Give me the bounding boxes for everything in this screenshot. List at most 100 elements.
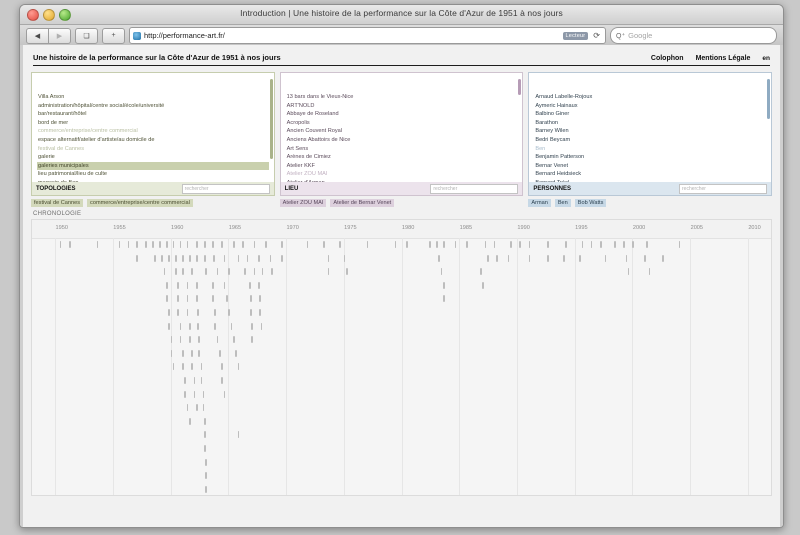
timeline-event-mark[interactable] [443, 295, 445, 303]
timeline-event-mark[interactable] [643, 254, 646, 262]
facet-search-input[interactable]: rechercher [181, 183, 270, 194]
timeline-event-mark[interactable] [186, 309, 189, 316]
timeline-event-mark[interactable] [179, 241, 182, 248]
timeline-event-mark[interactable] [197, 322, 199, 330]
facet-item[interactable]: Barathon [535, 119, 559, 126]
timeline-event-mark[interactable] [182, 349, 184, 357]
timeline-event-mark[interactable] [168, 309, 170, 316]
nav-link-mentions-legale[interactable]: Mentions Légale [695, 55, 751, 62]
timeline-event-mark[interactable] [253, 268, 256, 276]
timeline-event-mark[interactable] [613, 241, 616, 248]
timeline-event-mark[interactable] [221, 377, 223, 384]
timeline-event-mark[interactable] [189, 322, 191, 330]
timeline-event-mark[interactable] [678, 241, 681, 248]
timeline-event-mark[interactable] [223, 390, 226, 398]
timeline-event-mark[interactable] [246, 254, 249, 262]
timeline-plot[interactable] [32, 238, 771, 495]
timeline-event-mark[interactable] [204, 417, 206, 425]
facet-item[interactable]: espace alternatif/atelier d'artiste/au d… [38, 136, 155, 143]
timeline-event-mark[interactable] [519, 241, 521, 248]
timeline-event-mark[interactable] [177, 281, 180, 289]
timeline-event-mark[interactable] [175, 268, 177, 276]
timeline-event-mark[interactable] [135, 241, 138, 248]
zoom-window-button[interactable] [59, 9, 71, 21]
facet-item[interactable]: Abbaye de Roseland [286, 111, 339, 118]
timeline-event-mark[interactable] [251, 322, 253, 330]
timeline-event-mark[interactable] [213, 254, 215, 262]
timeline-event-mark[interactable] [172, 363, 175, 371]
filter-tag[interactable]: commerce/entreprise/centre commercial [87, 199, 193, 207]
timeline-event-mark[interactable] [205, 458, 207, 466]
facet-search-input[interactable]: rechercher [430, 183, 519, 194]
timeline-event-mark[interactable] [216, 336, 219, 344]
timeline-event-mark[interactable] [179, 322, 182, 330]
facet-item[interactable]: bord de mer [38, 119, 69, 126]
timeline-event-mark[interactable] [443, 281, 445, 289]
reader-button[interactable]: Lecteur [562, 31, 589, 40]
facet-item[interactable]: administration/hôpital/centre social/éco… [38, 102, 165, 109]
timeline-event-mark[interactable] [600, 241, 602, 248]
timeline-event-mark[interactable] [480, 268, 482, 276]
timeline-event-mark[interactable] [198, 336, 200, 344]
timeline-event-mark[interactable] [154, 254, 156, 262]
timeline-event-mark[interactable] [177, 309, 180, 316]
timeline-event-mark[interactable] [191, 268, 193, 276]
timeline-event-mark[interactable] [339, 241, 341, 248]
language-switch[interactable]: en [762, 55, 770, 62]
timeline-event-mark[interactable] [202, 404, 205, 412]
timeline-event-mark[interactable] [579, 254, 581, 262]
timeline-event-mark[interactable] [269, 254, 272, 262]
timeline-event-mark[interactable] [228, 268, 230, 276]
timeline-event-mark[interactable] [496, 254, 498, 262]
facet-item[interactable]: Atelier KKF [286, 162, 315, 169]
timeline-event-mark[interactable] [168, 254, 170, 262]
timeline-event-mark[interactable] [221, 241, 223, 248]
timeline-event-mark[interactable] [193, 377, 196, 384]
timeline-event-mark[interactable] [251, 336, 253, 344]
timeline-event-mark[interactable] [466, 241, 468, 248]
filter-tag[interactable]: Atelier ZOU MAI [279, 199, 327, 207]
timeline-event-mark[interactable] [165, 281, 168, 289]
timeline-event-mark[interactable] [225, 295, 228, 303]
facet-item[interactable]: lieu patrimonial/lieu de culte [38, 171, 108, 178]
timeline-event-mark[interactable] [406, 241, 408, 248]
timeline-event-mark[interactable] [429, 241, 431, 248]
timeline-event-mark[interactable] [394, 241, 397, 248]
facet-scrollbar[interactable] [269, 75, 273, 180]
timeline-event-mark[interactable] [528, 241, 531, 248]
facet-item[interactable]: Villa Arson [38, 94, 65, 100]
timeline-event-mark[interactable] [184, 377, 186, 384]
timeline-event-mark[interactable] [165, 295, 168, 303]
timeline-panel[interactable]: −+<> 19501955196019651970197519801985199… [31, 219, 772, 496]
timeline-event-mark[interactable] [189, 417, 191, 425]
timeline-event-mark[interactable] [189, 254, 191, 262]
timeline-event-mark[interactable] [195, 241, 198, 248]
timeline-event-mark[interactable] [265, 241, 267, 248]
timeline-event-mark[interactable] [191, 349, 193, 357]
timeline-event-mark[interactable] [322, 241, 325, 248]
timeline-event-mark[interactable] [306, 241, 309, 248]
facet-item[interactable]: galerie [38, 154, 55, 161]
timeline-event-mark[interactable] [327, 268, 330, 276]
facet-item[interactable]: Benjamin Patterson [535, 154, 585, 161]
timeline-event-mark[interactable] [260, 322, 263, 330]
timeline-event-mark[interactable] [258, 281, 260, 289]
minimize-window-button[interactable] [43, 9, 55, 21]
timeline-event-mark[interactable] [235, 349, 237, 357]
timeline-event-mark[interactable] [172, 241, 175, 248]
timeline-event-mark[interactable] [182, 268, 184, 276]
filter-tag[interactable]: Bob Watts [574, 199, 607, 207]
timeline-event-mark[interactable] [219, 349, 221, 357]
address-bar[interactable]: http://performance-art.fr/ Lecteur ⟳ [129, 27, 606, 44]
browser-search-field[interactable]: Q⁺ Google [610, 27, 777, 44]
timeline-event-mark[interactable] [507, 254, 510, 262]
timeline-event-mark[interactable] [186, 281, 189, 289]
timeline-event-mark[interactable] [281, 241, 283, 248]
add-bookmark-button[interactable]: + [102, 27, 125, 44]
timeline-event-mark[interactable] [170, 336, 173, 344]
timeline-event-mark[interactable] [205, 472, 207, 480]
timeline-event-mark[interactable] [214, 322, 217, 330]
timeline-event-mark[interactable] [250, 295, 252, 303]
timeline-event-mark[interactable] [223, 281, 226, 289]
timeline-event-mark[interactable] [202, 390, 205, 398]
